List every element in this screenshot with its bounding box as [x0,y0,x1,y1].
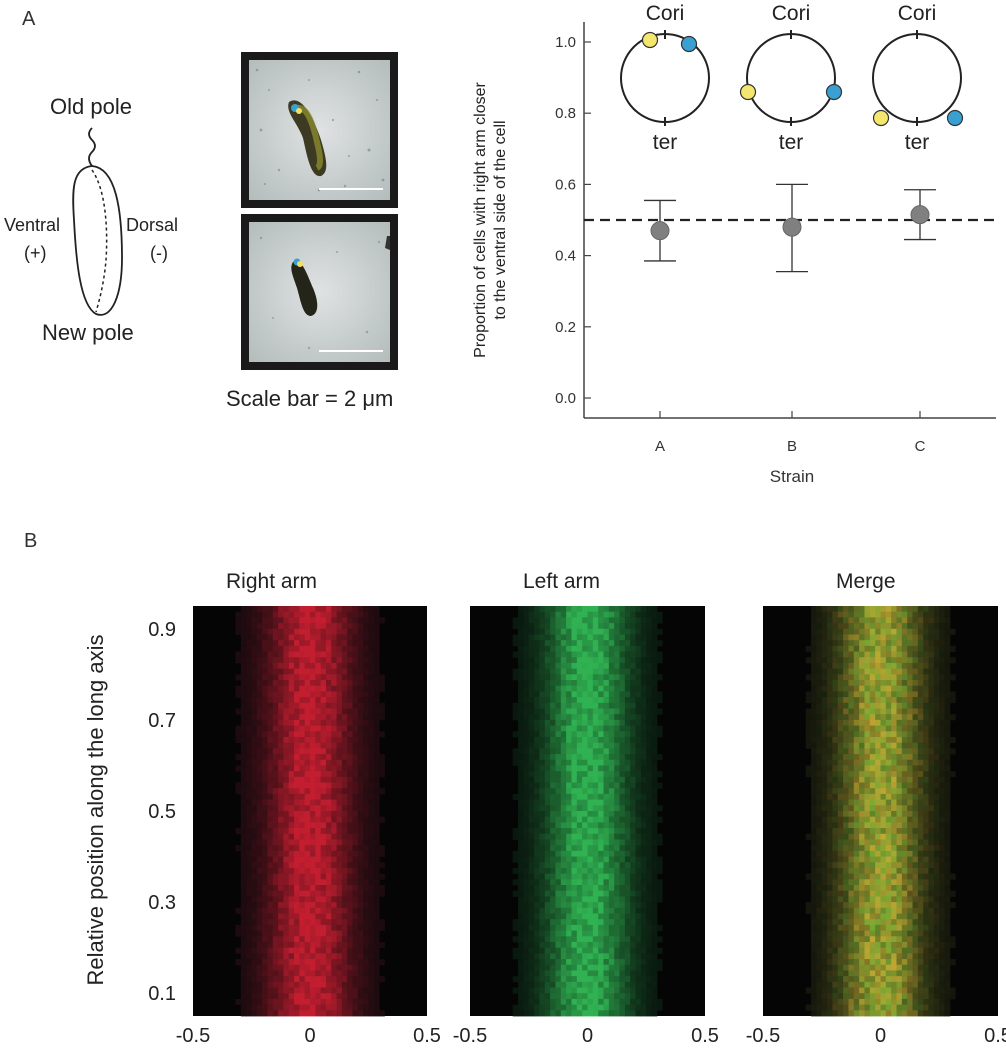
locus-dot [739,83,757,101]
ter-label: ter [779,131,804,154]
y-tick-label: 0.4 [555,248,576,265]
ori-label: Cori [646,2,685,25]
x-tick-label: A [655,438,665,455]
heatmap-x-tick-label: 0.5 [691,1025,719,1047]
locus-dot [825,83,843,101]
chromosome-inset: Cori ter [620,2,710,154]
y-axis-title-line1: Proportion of cells with right arm close… [472,82,489,358]
heatmap-panels: -0.5 0 0.5 -0.5 0 0.5 -0.5 0 0.5 0.9 0.7 0.5 0.3 0.1 [148,606,1006,1047]
ventral-label: Ventral [4,215,61,235]
ter-label: ter [653,131,678,154]
ori-label: Cori [772,2,811,25]
old-pole-label: Old pole [50,94,132,119]
locus-dot [641,31,659,49]
chromosome-circle [746,33,836,123]
data-point [650,221,670,241]
dorsal-sign: (-) [150,243,168,263]
heatmap-y-tick-label: 0.3 [148,892,176,914]
panel-b-label: B [24,530,38,552]
y-tick-label: 1.0 [555,34,576,51]
heatmap-panel-3: -0.5 0 0.5 [746,606,1006,1047]
chromosome-circle [872,33,962,123]
data-point [782,217,802,237]
new-pole-label: New pole [42,320,134,345]
ter-label: ter [905,131,930,154]
heatmap-x-tick-label: -0.5 [453,1025,487,1047]
heatmap-title-merge: Merge [836,570,896,593]
ori-label: Cori [898,2,937,25]
panel-a-label: A [22,8,36,30]
dorsal-label: Dorsal [126,215,179,235]
micrograph-bottom-image [249,222,390,362]
y-tick-label: 0.0 [555,390,576,407]
heatmap-x-tick-label: -0.5 [746,1025,780,1047]
x-axis-title: Strain [770,467,814,486]
heatmap-title-right-arm: Right arm [226,570,318,593]
chromosome-inset: Cori ter [872,2,964,154]
micrograph-top [241,52,398,208]
locus-dot [872,109,890,127]
heatmap-x-tick-label: 0.5 [984,1025,1006,1047]
x-tick-label: C [915,438,926,455]
heatmap-x-tick-label: 0 [582,1025,593,1047]
chromosome-inset: Cori ter [739,2,843,154]
locus-dot [946,109,964,127]
heatmap-y-tick-label: 0.7 [148,710,176,732]
heatmap-panel-2: -0.5 0 0.5 [453,606,719,1047]
heatmap-y-tick-label: 0.9 [148,619,176,641]
heatmap-x-tick-label: 0.5 [413,1025,441,1047]
heatmap-y-tick-label: 0.1 [148,983,176,1005]
heatmap-x-tick-label: -0.5 [176,1025,210,1047]
strain-proportion-chart: 0.0 0.2 0.4 0.6 0.8 1.0 A B C Strain Proportion of… [472,2,1000,486]
ventral-sign: (+) [24,243,47,263]
heatmap-x-tick-label: 0 [304,1025,315,1047]
micrograph-top-image [249,60,390,200]
x-tick-label: B [787,438,797,455]
micrograph-bottom [241,214,398,370]
y-axis-title-line2: to the ventral side of the cell [492,120,509,319]
data-point [910,205,930,225]
y-tick-label: 0.8 [555,105,576,122]
cell-diagram: Old pole Ventral (+) Dorsal (-) New pole [0,80,200,360]
y-tick-label: 0.2 [555,319,576,336]
heatmap-x-tick-label: 0 [875,1025,886,1047]
cell-outline [72,127,123,316]
y-tick-label: 0.6 [555,176,576,193]
heatmap-title-left-arm: Left arm [523,570,601,593]
scale-bar-caption: Scale bar = 2 μm [226,386,394,411]
locus-dot [680,35,698,53]
heatmap-y-tick-label: 0.5 [148,801,176,823]
scatter-plot-area: 0.0 0.2 0.4 0.6 0.8 1.0 A B C Strain Proportion of… [472,2,1000,486]
heatmap-panel-1: -0.5 0 0.5 [176,606,441,1047]
heatmap-group: -0.5 0 0.5 -0.5 0 0.5 -0.5 0 0.5 0.9 0.7 0.5 0.3 0.1 [148,606,1006,1047]
